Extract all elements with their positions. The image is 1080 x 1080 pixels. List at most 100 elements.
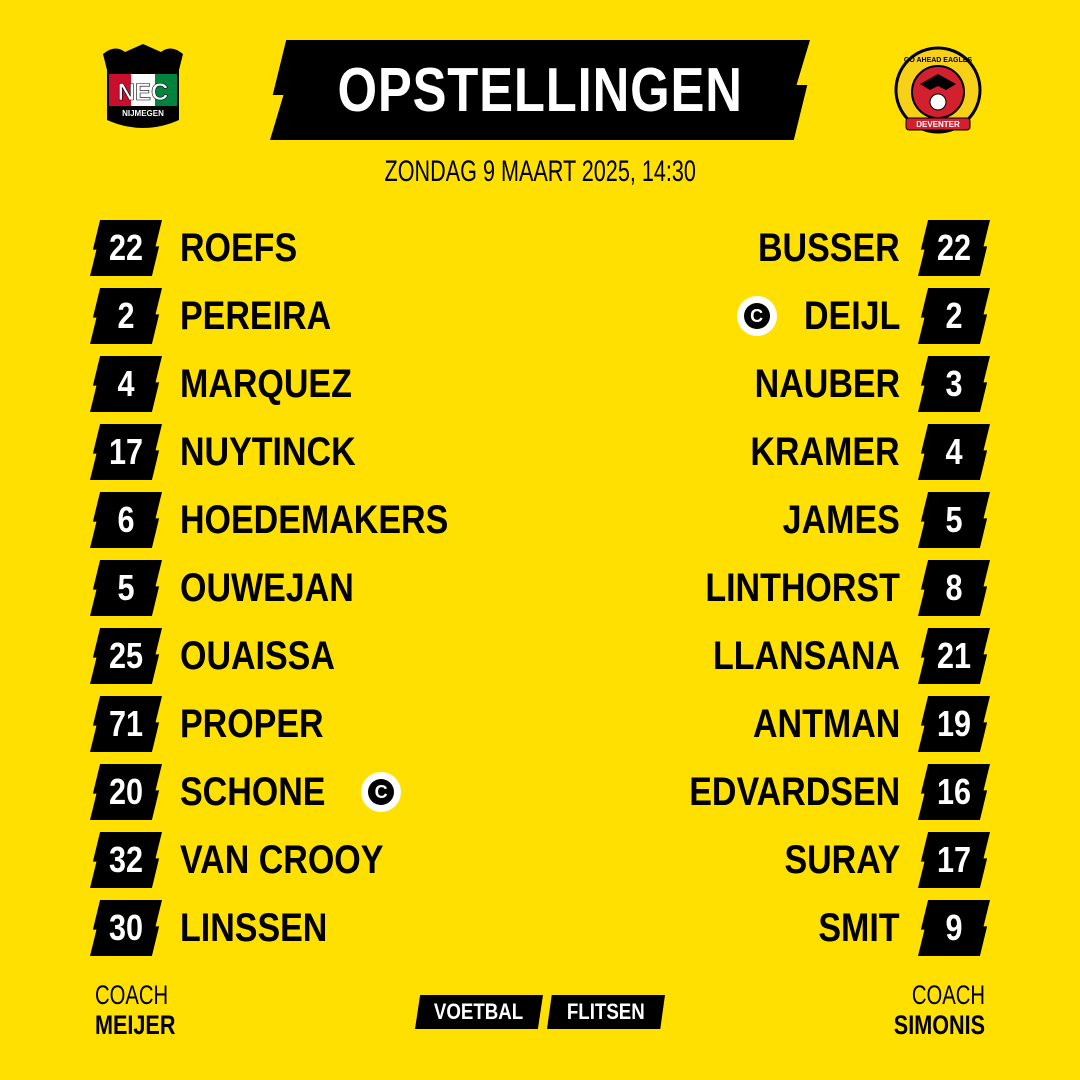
home-coach: COACH MEIJER bbox=[95, 980, 196, 1040]
shirt-number-badge: 5 bbox=[90, 560, 162, 616]
shirt-number: 25 bbox=[108, 635, 144, 676]
player-name: VAN CROOY bbox=[180, 837, 384, 882]
shirt-number-badge: 9 bbox=[918, 900, 990, 956]
player-name: ANTMAN bbox=[752, 701, 900, 746]
away-player-row: 4 KRAMER bbox=[724, 424, 990, 480]
captain-mark: C bbox=[368, 779, 395, 805]
brand-text: FLITSEN bbox=[567, 999, 645, 1024]
home-player-row: 17 NUYTINCK bbox=[90, 424, 387, 480]
shirt-number-badge: 71 bbox=[90, 696, 162, 752]
match-date: ZONDAG 9 MAART 2025, 14:30 bbox=[0, 155, 1080, 189]
shirt-number: 6 bbox=[117, 499, 135, 540]
page-title: OPSTELLINGEN bbox=[337, 55, 743, 125]
shirt-number: 20 bbox=[108, 771, 144, 812]
player-name: OUWEJAN bbox=[180, 565, 354, 610]
away-player-row: 2 DEIJL C bbox=[727, 288, 990, 344]
player-name: NAUBER bbox=[754, 361, 900, 406]
player-name: MARQUEZ bbox=[180, 361, 352, 406]
shirt-number-badge: 22 bbox=[90, 220, 162, 276]
brand-part: FLITSEN bbox=[547, 995, 665, 1029]
player-name: HOEDEMAKERS bbox=[180, 497, 449, 542]
home-player-row: 71 PROPER bbox=[90, 696, 349, 752]
svg-text:NIJMEGEN: NIJMEGEN bbox=[122, 109, 164, 118]
shirt-number: 17 bbox=[108, 431, 144, 472]
player-name: OUAISSA bbox=[180, 633, 335, 678]
shirt-number: 17 bbox=[936, 839, 972, 880]
player-name: SMIT bbox=[818, 905, 900, 950]
home-player-row: 2 PEREIRA bbox=[90, 288, 358, 344]
shirt-number-badge: 30 bbox=[90, 900, 162, 956]
shirt-number: 5 bbox=[117, 567, 135, 608]
away-player-row: 9 SMIT bbox=[804, 900, 990, 956]
shirt-number-badge: 22 bbox=[918, 220, 990, 276]
shirt-number-badge: 32 bbox=[90, 832, 162, 888]
player-name: JAMES bbox=[782, 497, 900, 542]
shirt-number-badge: 3 bbox=[918, 356, 990, 412]
player-name: DEIJL bbox=[803, 293, 900, 338]
player-name: SURAY bbox=[784, 837, 900, 882]
shirt-number-badge: 5 bbox=[918, 492, 990, 548]
voetbalflitsen-logo: VOETBAL FLITSEN bbox=[415, 995, 665, 1029]
go-ahead-eagles-logo: DEVENTER GO AHEAD EAGLES bbox=[894, 46, 982, 134]
title-banner: OPSTELLINGEN bbox=[270, 40, 810, 140]
away-coach: COACH SIMONIS bbox=[871, 980, 985, 1040]
home-player-row: 32 VAN CROOY bbox=[90, 832, 419, 888]
shirt-number: 2 bbox=[117, 295, 135, 336]
shirt-number: 4 bbox=[117, 363, 135, 404]
coach-name: SIMONIS bbox=[893, 1010, 985, 1040]
away-player-row: 8 LINTHORST bbox=[671, 560, 990, 616]
shirt-number: 22 bbox=[108, 227, 144, 268]
shirt-number: 2 bbox=[945, 295, 963, 336]
nec-logo: NEC NIJMEGEN bbox=[103, 44, 183, 128]
shirt-number-badge: 19 bbox=[918, 696, 990, 752]
shirt-number-badge: 25 bbox=[90, 628, 162, 684]
shirt-number: 4 bbox=[945, 431, 963, 472]
shirt-number-badge: 17 bbox=[918, 832, 990, 888]
shirt-number-badge: 16 bbox=[918, 764, 990, 820]
home-player-row: 20 SCHONE C bbox=[90, 764, 411, 820]
away-player-row: 16 EDVARDSEN bbox=[652, 764, 990, 820]
away-player-row: 22 BUSSER bbox=[733, 220, 990, 276]
away-player-row: 21 LLANSANA bbox=[680, 628, 990, 684]
home-player-row: 4 MARQUEZ bbox=[90, 356, 382, 412]
coach-label: COACH bbox=[911, 980, 985, 1010]
away-player-row: 17 SURAY bbox=[764, 832, 990, 888]
coach-name: MEIJER bbox=[95, 1010, 176, 1040]
captain-icon: C bbox=[736, 296, 777, 336]
player-name: NUYTINCK bbox=[180, 429, 356, 474]
shirt-number-badge: 2 bbox=[90, 288, 162, 344]
shirt-number: 9 bbox=[945, 907, 963, 948]
shirt-number: 8 bbox=[945, 567, 963, 608]
svg-text:NEC: NEC bbox=[118, 79, 169, 106]
match-date-text: ZONDAG 9 MAART 2025, 14:30 bbox=[384, 155, 696, 188]
shirt-number-badge: 4 bbox=[918, 424, 990, 480]
away-player-row: 19 ANTMAN bbox=[727, 696, 990, 752]
away-player-row: 5 JAMES bbox=[762, 492, 990, 548]
player-name: LINSSEN bbox=[180, 905, 328, 950]
shirt-number-badge: 4 bbox=[90, 356, 162, 412]
shirt-number: 21 bbox=[936, 635, 972, 676]
away-player-row: 3 NAUBER bbox=[729, 356, 990, 412]
shirt-number-badge: 17 bbox=[90, 424, 162, 480]
coach-label: COACH bbox=[95, 980, 169, 1010]
player-name: LLANSANA bbox=[713, 633, 900, 678]
shirt-number: 19 bbox=[936, 703, 972, 744]
shirt-number-badge: 6 bbox=[90, 492, 162, 548]
player-name: LINTHORST bbox=[705, 565, 900, 610]
captain-icon: C bbox=[361, 772, 402, 812]
player-name: KRAMER bbox=[750, 429, 900, 474]
player-name: EDVARDSEN bbox=[689, 769, 900, 814]
shirt-number-badge: 8 bbox=[918, 560, 990, 616]
shirt-number: 71 bbox=[108, 703, 144, 744]
player-name: SCHONE bbox=[180, 769, 326, 814]
brand-part: VOETBAL bbox=[415, 995, 543, 1029]
shirt-number: 5 bbox=[945, 499, 963, 540]
brand-text: VOETBAL bbox=[434, 999, 524, 1024]
home-player-row: 22 ROEFS bbox=[90, 220, 318, 276]
shirt-number: 32 bbox=[108, 839, 144, 880]
svg-text:DEVENTER: DEVENTER bbox=[916, 120, 960, 129]
captain-mark: C bbox=[743, 303, 770, 329]
home-player-row: 25 OUAISSA bbox=[90, 628, 362, 684]
shirt-number: 3 bbox=[945, 363, 963, 404]
shirt-number-badge: 2 bbox=[918, 288, 990, 344]
